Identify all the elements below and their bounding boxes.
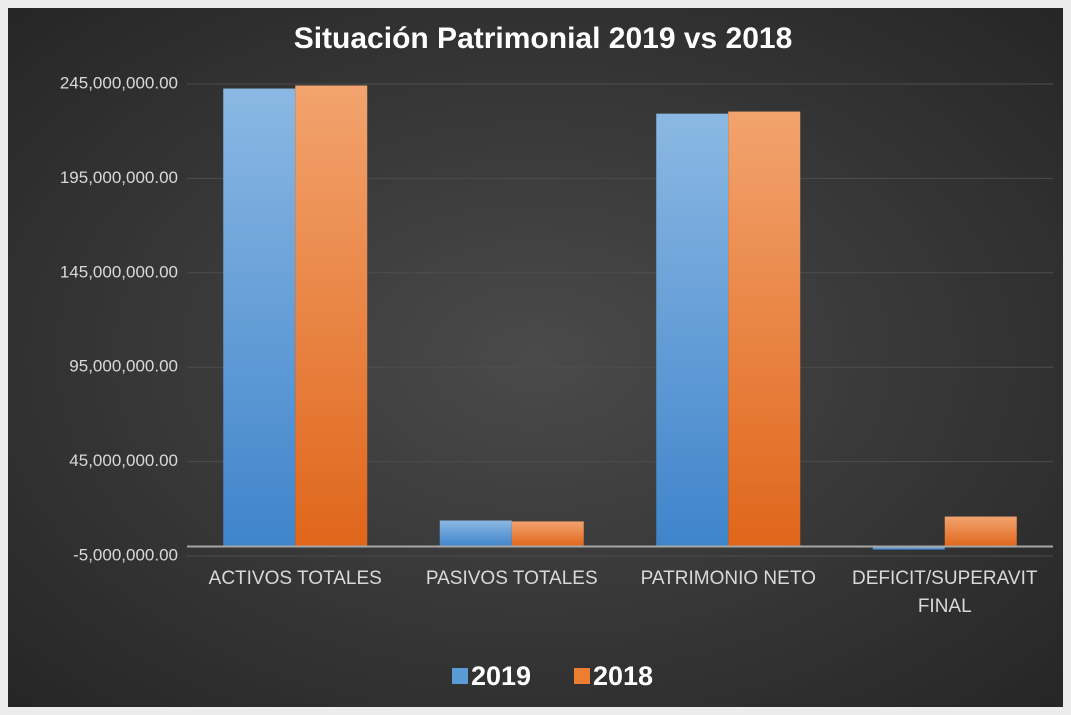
y-tick-label: 95,000,000.00 xyxy=(69,357,178,376)
legend-label: 2019 xyxy=(471,661,531,691)
legend-swatch xyxy=(452,668,468,684)
y-tick-label: 195,000,000.00 xyxy=(60,168,178,187)
legend-label: 2018 xyxy=(593,661,653,691)
bar xyxy=(728,111,801,547)
x-tick-label: DEFICIT/SUPERAVIT FINAL xyxy=(852,568,1038,617)
x-tick-label: PASIVOS TOTALES xyxy=(425,568,598,589)
bar xyxy=(295,85,368,547)
y-tick-label: -5,000,000.00 xyxy=(73,545,178,564)
bar xyxy=(223,88,296,547)
bar xyxy=(944,516,1017,547)
y-tick-label: 245,000,000.00 xyxy=(60,73,178,92)
bar xyxy=(511,521,584,547)
chart-title: Situación Patrimonial 2019 vs 2018 xyxy=(294,22,793,55)
bar xyxy=(872,546,945,550)
chart-background xyxy=(8,8,1063,707)
x-tick-label: PATRIMONIO NETO xyxy=(640,568,816,589)
bar xyxy=(439,520,512,547)
y-tick-label: 45,000,000.00 xyxy=(69,451,178,470)
legend-swatch xyxy=(574,668,590,684)
x-tick-label: ACTIVOS TOTALES xyxy=(208,568,382,589)
bar xyxy=(656,113,729,547)
y-tick-label: 145,000,000.00 xyxy=(60,262,178,281)
